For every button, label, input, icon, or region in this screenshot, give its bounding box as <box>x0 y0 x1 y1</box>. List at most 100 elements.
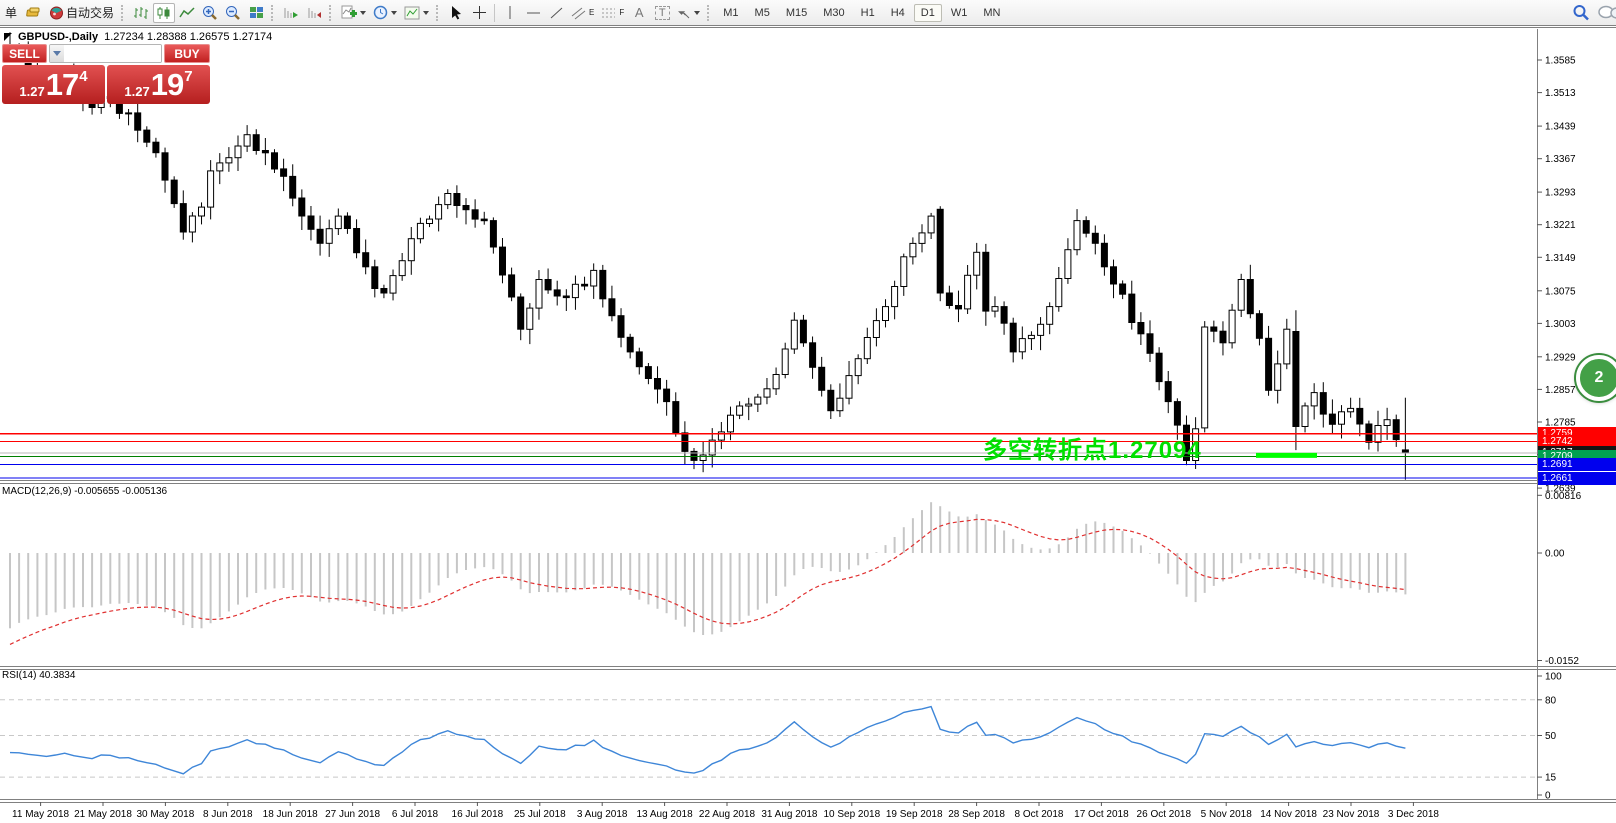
volume-input[interactable] <box>64 45 161 62</box>
timeframe-MN[interactable]: MN <box>983 6 1001 19</box>
templates-button[interactable] <box>401 3 432 23</box>
candle-body <box>809 342 817 368</box>
template-icon <box>404 6 420 19</box>
zoom-out-button[interactable] <box>222 3 244 23</box>
toolbar-grip[interactable] <box>436 4 441 21</box>
candle-body <box>435 204 443 220</box>
timeframe-H1[interactable]: H1 <box>860 6 875 19</box>
timeframe-W1[interactable]: W1 <box>950 6 968 19</box>
timeframe-M15[interactable]: M15 <box>785 6 808 19</box>
chart-menu-arrow-icon[interactable] <box>4 33 12 41</box>
candle-body <box>1392 419 1400 441</box>
timeframe-M1[interactable]: M1 <box>723 6 739 19</box>
macd-axis-label: 0.00816 <box>1545 491 1582 502</box>
rsi-axis-label: 0 <box>1545 791 1551 802</box>
zoom-in-button[interactable] <box>199 3 221 23</box>
sell-button[interactable]: SELL <box>2 44 47 63</box>
channel-button[interactable]: E <box>568 3 597 23</box>
candle-body <box>799 319 807 344</box>
candle-body <box>608 298 616 317</box>
date-label: 13 Aug 2018 <box>637 809 694 820</box>
cursor-icon <box>451 6 461 20</box>
trendline-button[interactable] <box>545 3 567 23</box>
candle-body <box>1027 334 1035 340</box>
candle-body <box>1110 266 1117 285</box>
horizontal-line-button[interactable] <box>522 3 544 23</box>
text-label-button[interactable]: T <box>651 3 673 23</box>
candle-body <box>380 288 388 294</box>
candle-body <box>882 306 889 322</box>
date-label: 3 Dec 2018 <box>1388 809 1440 820</box>
chat-button[interactable] <box>1594 3 1616 23</box>
chevron-down-icon <box>423 10 430 15</box>
bar-chart-button[interactable] <box>130 3 152 23</box>
arrows-button[interactable] <box>674 3 703 23</box>
candle-body <box>1055 278 1063 308</box>
text-icon: A <box>634 5 644 20</box>
price-axis-label: 1.3513 <box>1545 88 1576 99</box>
candle-body <box>681 432 689 452</box>
date-label: 3 Aug 2018 <box>577 809 628 820</box>
periods-button[interactable] <box>370 3 400 23</box>
buy-price-pips: 19 <box>150 67 184 102</box>
date-label: 25 Jul 2018 <box>514 809 566 820</box>
chart-shift-button[interactable] <box>303 3 325 23</box>
candle-body <box>1164 381 1172 403</box>
price-axis-label: 1.3149 <box>1545 253 1576 264</box>
candle-body <box>982 251 990 312</box>
new-order-button[interactable]: 单 <box>0 3 22 23</box>
candle-body <box>626 336 634 353</box>
tile-windows-button[interactable] <box>245 3 267 23</box>
price-axis-label: 1.2785 <box>1545 418 1576 429</box>
line-chart-button[interactable] <box>176 3 198 23</box>
floating-badge[interactable]: 2 <box>1576 355 1616 401</box>
toolbar-grip[interactable] <box>707 4 712 21</box>
date-label: 23 Nov 2018 <box>1323 809 1380 820</box>
timeframe-D1[interactable]: D1 <box>913 3 942 22</box>
date-label: 28 Sep 2018 <box>948 809 1005 820</box>
macd-values: -0.005655 -0.005136 <box>74 486 168 497</box>
candle-body <box>170 179 178 205</box>
buy-price-display[interactable]: 1.27 19 7 <box>107 65 210 104</box>
candle-body <box>444 193 452 206</box>
autotrading-button[interactable]: 自动交易 <box>46 3 117 23</box>
candle-body <box>1274 363 1282 391</box>
candle-body <box>1064 249 1072 279</box>
candlestick-chart-button[interactable] <box>153 2 176 23</box>
candle-body <box>1265 337 1273 391</box>
candle-body <box>772 374 780 390</box>
candle-body <box>334 215 342 230</box>
vertical-line-button[interactable] <box>499 3 521 23</box>
timeframe-M30[interactable]: M30 <box>823 6 845 19</box>
search-button[interactable] <box>1569 3 1593 23</box>
chevron-down-icon <box>694 10 701 15</box>
gold-panel-button[interactable] <box>23 3 45 23</box>
timeframe-H4[interactable]: H4 <box>890 6 905 19</box>
candle-body <box>663 388 671 403</box>
support-line-2-label: 1.2661 <box>1538 471 1616 485</box>
candle-body <box>371 266 379 289</box>
auto-scroll-button[interactable] <box>280 3 302 23</box>
timeframe-M5[interactable]: M5 <box>754 6 770 19</box>
candle-body <box>243 134 251 147</box>
toolbar-grip[interactable] <box>271 4 276 21</box>
date-label: 10 Sep 2018 <box>823 809 880 820</box>
channel-label: E <box>589 8 595 17</box>
candle-body <box>736 405 744 416</box>
indicators-button[interactable] <box>338 3 369 23</box>
candle-body <box>581 283 589 287</box>
volume-decrease-button[interactable] <box>50 45 64 62</box>
clock-icon <box>373 5 388 20</box>
candle-body <box>1082 220 1090 234</box>
cursor-button[interactable] <box>445 3 467 23</box>
buy-button[interactable]: BUY <box>164 44 210 63</box>
text-button[interactable]: A <box>628 3 650 23</box>
fibonacci-button[interactable]: F <box>598 3 627 23</box>
toolbar-grip[interactable] <box>329 4 334 21</box>
sell-price-display[interactable]: 1.27 17 4 <box>2 65 105 104</box>
crosshair-button[interactable] <box>468 3 490 23</box>
toolbar-grip[interactable] <box>121 4 126 21</box>
candle-body <box>1073 220 1081 251</box>
candle-body <box>1237 279 1245 311</box>
